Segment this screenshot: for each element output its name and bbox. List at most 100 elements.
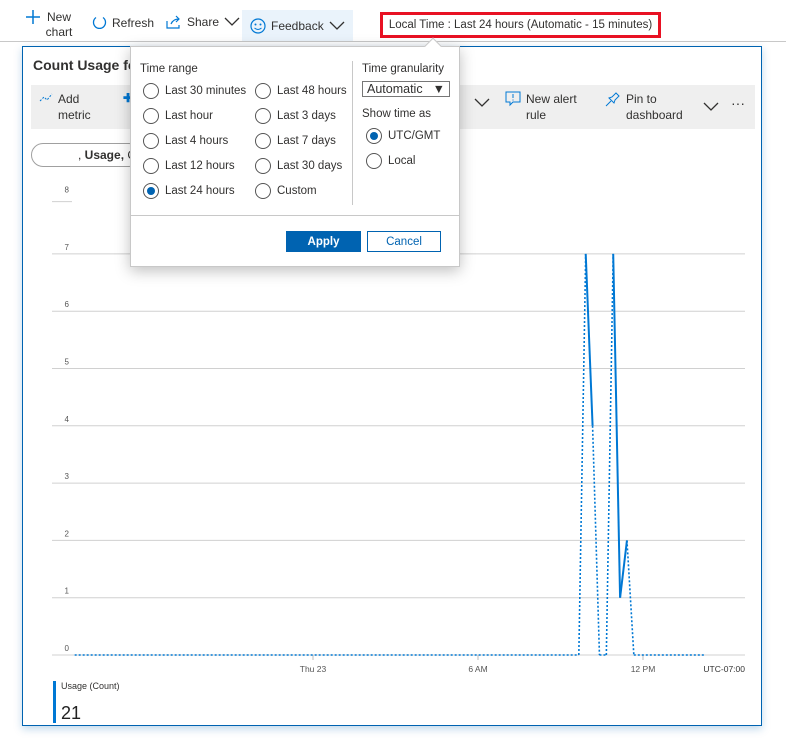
radio-label: Last 24 hours [165, 185, 235, 197]
feedback-button[interactable]: Feedback [242, 10, 353, 41]
y-tick-label: 5 [65, 358, 70, 367]
y-tick-label: 6 [65, 300, 70, 309]
new-alert-rule-label: New alert rule [526, 92, 577, 122]
radio-label: Local [388, 155, 416, 167]
radio-label: Last 48 hours [277, 85, 347, 97]
radio-circle [255, 83, 271, 99]
add-metric-button[interactable]: Add metric [39, 91, 98, 123]
radio-circle [366, 128, 382, 144]
y-tick-label: 3 [65, 472, 70, 481]
radio-circle [143, 133, 159, 149]
refresh-icon [92, 15, 107, 30]
add-metric-icon [39, 91, 53, 123]
y-tick-label: 4 [65, 415, 70, 424]
x-tick-label: Thu 23 [300, 664, 327, 674]
radio-circle [143, 183, 159, 199]
y-tick-label: 0 [65, 644, 70, 653]
time-range-label: Time range [140, 63, 198, 75]
chevron-down-icon [329, 21, 345, 31]
refresh-button[interactable]: Refresh [92, 15, 154, 30]
radio-circle [255, 108, 271, 124]
pin-to-dashboard-label: Pin to dashboard [626, 92, 683, 122]
radio-label: Custom [277, 185, 317, 197]
alert-icon [505, 91, 521, 123]
radio-circle [143, 83, 159, 99]
toolbar: New chart Refresh Share Feedback Local T… [0, 0, 786, 42]
x-tick-label: 12 PM [631, 664, 656, 674]
series-segment [619, 540, 628, 598]
radio-label: Last 7 days [277, 135, 336, 147]
radio-label: Last 3 days [277, 110, 336, 122]
time-range-option[interactable]: Last hour [143, 108, 213, 124]
time-range-option[interactable]: Last 24 hours [143, 183, 235, 199]
granularity-value: Automatic [367, 82, 423, 96]
y-tick-label: 1 [65, 587, 70, 596]
refresh-label: Refresh [112, 15, 155, 30]
x-tick-label: 6 AM [468, 664, 487, 674]
chevron-down-icon[interactable] [703, 101, 719, 115]
time-range-option[interactable]: Last 12 hours [143, 158, 235, 174]
legend-series-name: Usage (Count) [61, 681, 120, 691]
new-chart-label: New chart [45, 10, 73, 39]
add-filter-icon[interactable]: ✚ [123, 91, 134, 105]
y-tick-label: 7 [65, 243, 70, 252]
feedback-label: Feedback [271, 18, 324, 33]
time-range-popup: Time range Last 30 minutes Last hour Last … [130, 37, 460, 267]
chevron-down-icon [224, 17, 240, 27]
more-options-icon[interactable]: ··· [731, 95, 745, 111]
time-range-option[interactable]: Last 7 days [255, 133, 336, 149]
divider [352, 61, 353, 205]
legend-color-bar [53, 681, 56, 723]
radio-label: Last hour [165, 110, 213, 122]
series-segment [605, 253, 615, 656]
time-range-option[interactable]: Last 30 days [255, 158, 342, 174]
radio-label: UTC/GMT [388, 130, 441, 142]
time-range-picker[interactable]: Local Time : Last 24 hours (Automatic - … [380, 12, 661, 38]
new-alert-rule-button[interactable]: New alert rule [505, 91, 582, 123]
pin-icon [605, 91, 621, 123]
time-display-option[interactable]: Local [366, 153, 416, 169]
pill-prefix: , [78, 148, 85, 162]
radio-label: Last 12 hours [165, 160, 235, 172]
show-time-as-label: Show time as [362, 108, 432, 120]
plus-icon [26, 10, 40, 24]
time-range-option[interactable]: Custom [255, 183, 317, 199]
time-range-option[interactable]: Last 4 hours [143, 133, 228, 149]
pin-to-dashboard-button[interactable]: Pin to dashboard [605, 91, 686, 123]
radio-circle [143, 108, 159, 124]
y-tick-label: 8 [65, 186, 70, 195]
series-segment [626, 540, 635, 656]
radio-label: Last 4 hours [165, 135, 229, 147]
granularity-select[interactable]: Automatic ▼ [362, 81, 450, 97]
time-range-option[interactable]: Last 30 minutes [143, 83, 246, 99]
time-range-option[interactable]: Last 48 hours [255, 83, 347, 99]
radio-circle [255, 158, 271, 174]
radio-circle [255, 183, 271, 199]
radio-circle [255, 133, 271, 149]
y-tick-label: 2 [65, 529, 70, 538]
radio-label: Last 30 days [277, 160, 343, 172]
series-segment [578, 253, 587, 656]
radio-circle [366, 153, 382, 169]
smiley-icon [250, 17, 266, 34]
time-display-option[interactable]: UTC/GMT [366, 128, 440, 144]
share-button[interactable]: Share [166, 15, 240, 29]
series-segment [612, 253, 622, 598]
time-range-option[interactable]: Last 3 days [255, 108, 336, 124]
legend-value: 21 [61, 703, 82, 723]
chevron-down-icon[interactable] [474, 97, 490, 111]
dropdown-triangle-icon: ▼ [432, 82, 445, 96]
divider [131, 215, 459, 216]
cancel-button[interactable]: Cancel [367, 231, 441, 252]
new-chart-button[interactable]: New chart [26, 10, 73, 40]
share-icon [166, 15, 182, 29]
chart-title: Count Usage for [33, 57, 142, 73]
pill-metric: Usage, [84, 148, 125, 162]
series-segment [584, 253, 594, 426]
share-label: Share [187, 15, 220, 29]
radio-circle [143, 158, 159, 174]
apply-button[interactable]: Apply [286, 231, 361, 252]
timezone-label: UTC-07:00 [703, 664, 745, 674]
add-metric-label: Add metric [58, 92, 91, 122]
